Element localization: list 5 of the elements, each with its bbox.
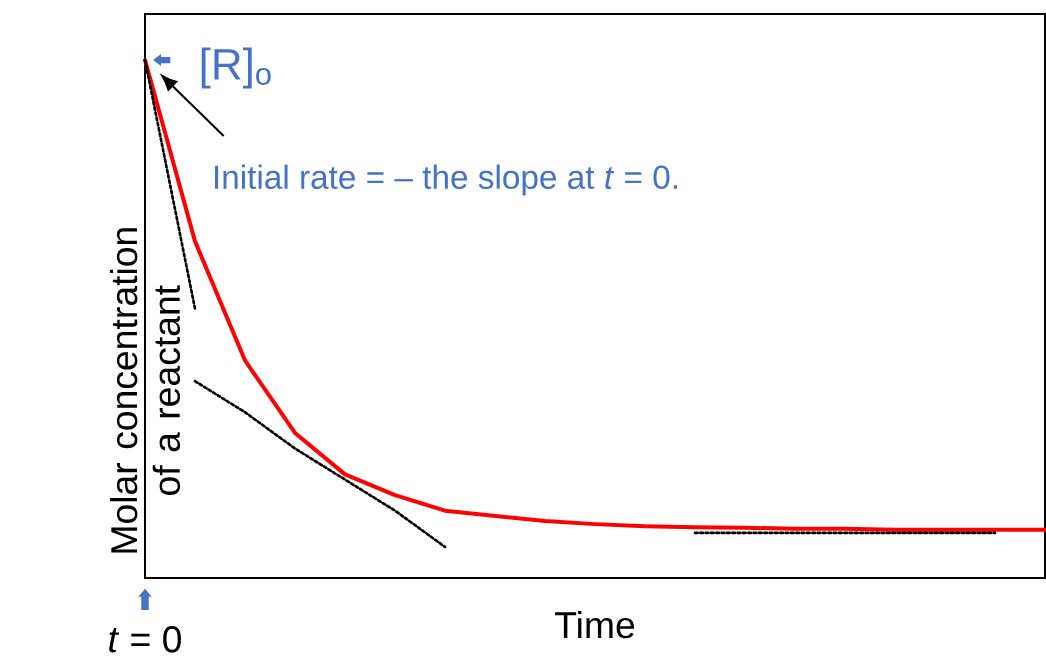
annotation: Initial rate = – the slope at t = 0. [215, 164, 677, 196]
y-axis-title: Molar concentration of a reactant [109, 228, 181, 553]
text: t = 0 [109, 626, 181, 653]
annotation: [R]$_{o}$ [201, 47, 271, 89]
x-axis-title: Time [555, 610, 635, 639]
